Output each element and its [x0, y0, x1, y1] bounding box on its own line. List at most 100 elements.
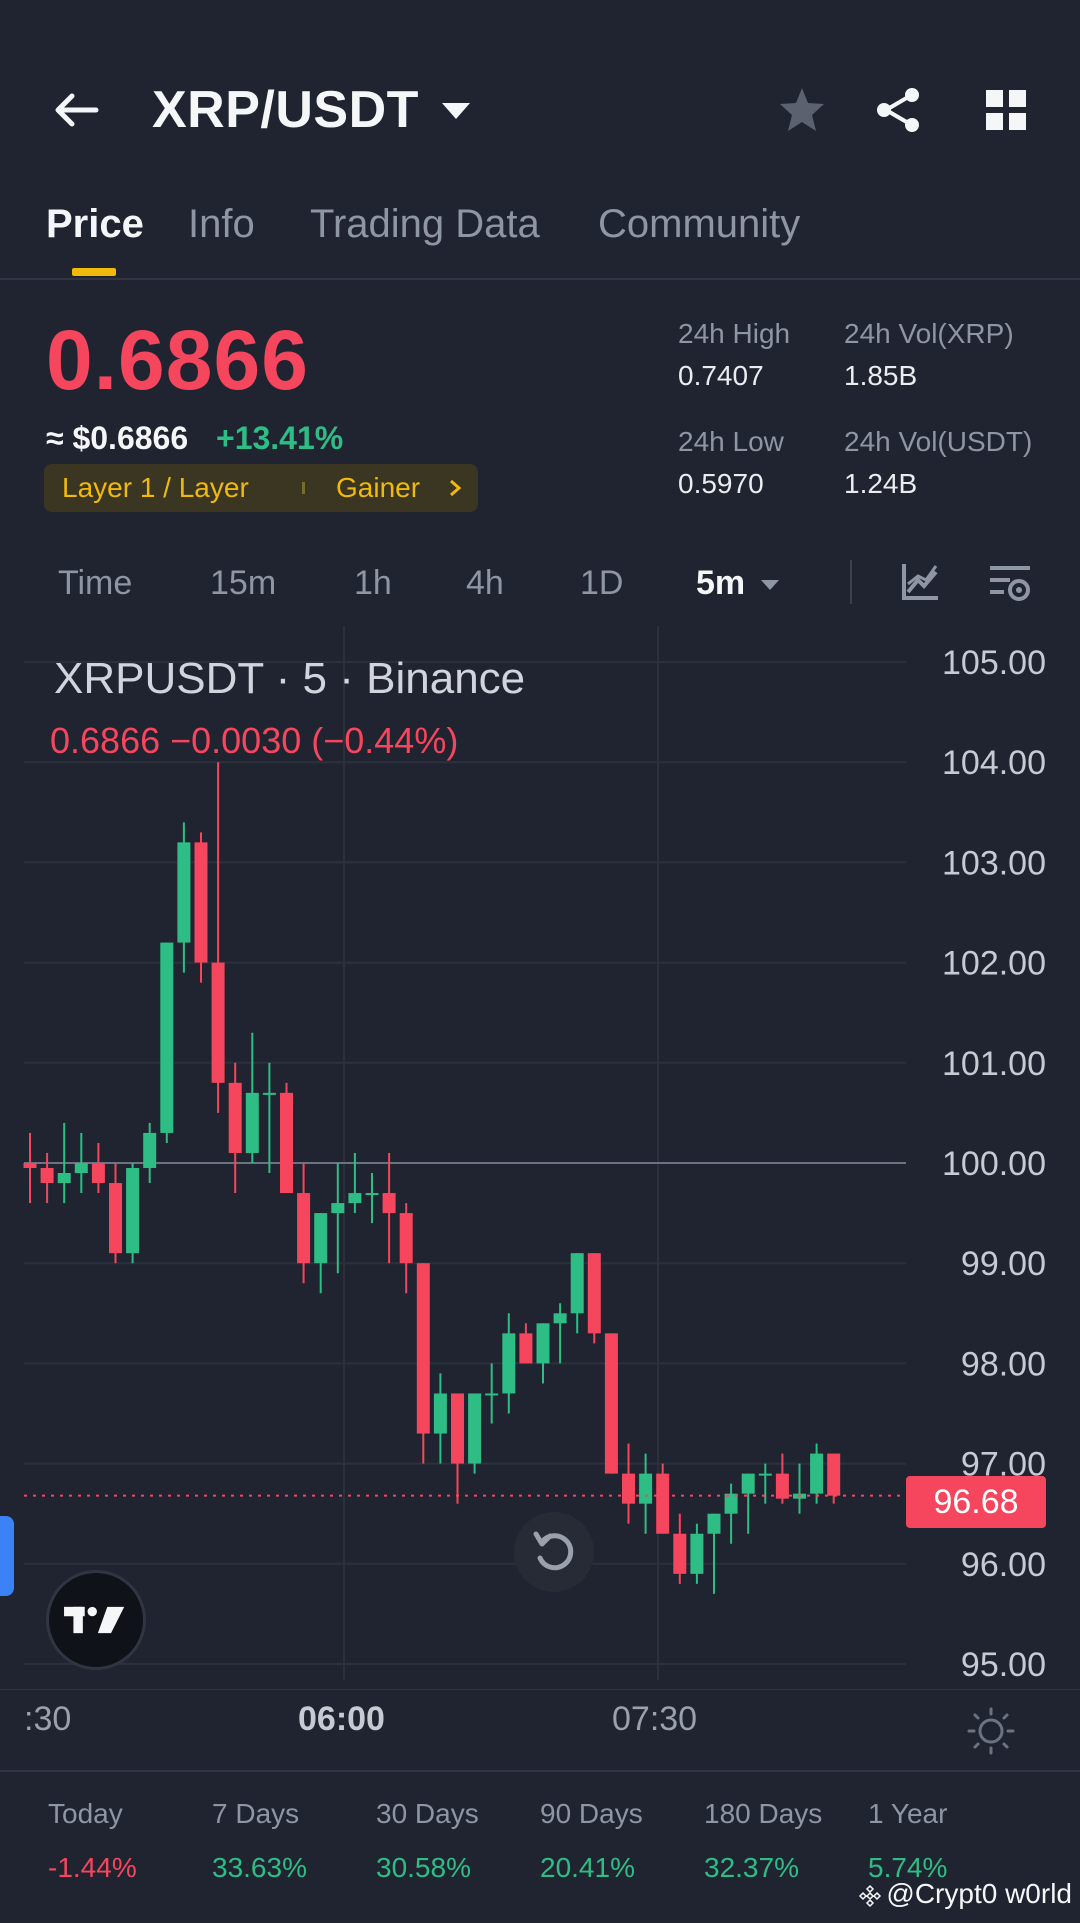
candle-body: [656, 1473, 670, 1534]
top-bar: XRP/USDT: [0, 0, 1080, 190]
x-label: 07:30: [612, 1700, 698, 1738]
candle-body: [775, 1473, 789, 1499]
candle-body: [74, 1163, 88, 1174]
grid-icon[interactable]: [980, 84, 1032, 136]
tab-info[interactable]: Info: [188, 202, 255, 246]
candle-body: [485, 1393, 499, 1396]
performance-bar: Today -1.44% 7 Days 33.63% 30 Days 30.58…: [0, 1770, 1080, 1923]
price-usd: ≈ $0.6866: [46, 420, 189, 456]
high-label: 24h High: [678, 318, 791, 349]
perf-1y: 1 Year 5.74%: [868, 1798, 947, 1884]
tag-rank: Gainer: [336, 472, 421, 503]
y-tick-label: 95.00: [961, 1646, 1046, 1684]
tab-trading-data[interactable]: Trading Data: [310, 202, 540, 246]
candle-body: [228, 1082, 242, 1153]
candle-body: [245, 1092, 259, 1153]
perf-90d: 90 Days 20.41%: [540, 1798, 643, 1884]
tag-category: Layer 1 / Layer: [62, 472, 249, 503]
candle-body: [468, 1393, 482, 1464]
perf-label: 90 Days: [540, 1798, 643, 1829]
dropdown-caret-icon[interactable]: [440, 100, 472, 122]
x-label: 06:00: [298, 1700, 385, 1738]
candle-body: [639, 1473, 653, 1504]
interval-1d[interactable]: 1D: [580, 564, 624, 602]
candle-body: [827, 1453, 841, 1496]
tradingview-logo-icon[interactable]: [46, 1570, 146, 1670]
interval-15m[interactable]: 15m: [210, 564, 277, 602]
interval-caret-icon[interactable]: [760, 578, 780, 592]
perf-label: 7 Days: [212, 1798, 300, 1829]
candle-body: [314, 1213, 328, 1264]
perf-30d: 30 Days 30.58%: [376, 1798, 479, 1884]
perf-7d: 7 Days 33.63%: [212, 1798, 307, 1884]
perf-value: 33.63%: [212, 1852, 307, 1883]
perf-label: 180 Days: [704, 1798, 823, 1829]
candle-body: [707, 1513, 721, 1534]
interval-time[interactable]: Time: [58, 564, 133, 602]
tab-price[interactable]: Price: [46, 202, 144, 246]
candle-body: [536, 1323, 550, 1364]
candle-body: [262, 1092, 276, 1095]
y-tick-label: 105.00: [942, 644, 1046, 682]
y-tick-label: 99.00: [961, 1245, 1046, 1283]
candle-body: [587, 1253, 601, 1334]
last-price: 0.6866: [46, 313, 309, 407]
interval-bar: Time 15m 1h 4h 1D 5m: [0, 550, 1080, 620]
interval-1h[interactable]: 1h: [354, 564, 392, 602]
price-change: +13.41%: [216, 420, 344, 456]
candle-body: [91, 1163, 105, 1184]
candle-body: [143, 1132, 157, 1169]
candle-body: [348, 1193, 362, 1204]
perf-value: 20.41%: [540, 1852, 635, 1883]
y-tick-label: 101.00: [942, 1045, 1046, 1083]
perf-today: Today -1.44%: [48, 1798, 137, 1884]
price-chart[interactable]: 105.00 104.00 103.00 102.00 101.00 100.00 99.0…: [0, 626, 1080, 1690]
candle-body: [519, 1333, 533, 1364]
side-drawer-handle[interactable]: [0, 1516, 14, 1596]
low-value: 0.5970: [678, 468, 764, 499]
reset-chart-icon[interactable]: [514, 1512, 594, 1592]
candle-body: [126, 1168, 140, 1254]
candle-body: [741, 1473, 755, 1494]
candle-body: [433, 1393, 447, 1434]
indicator-icon[interactable]: [896, 558, 944, 606]
candle-body: [331, 1203, 345, 1214]
binance-logo-icon: [859, 1884, 882, 1907]
x-label: :30: [24, 1700, 72, 1738]
interval-divider: [850, 560, 852, 604]
perf-180d: 180 Days 32.37%: [704, 1798, 822, 1884]
last-price-tag: 96.68: [906, 1476, 1046, 1528]
candle-body: [40, 1168, 54, 1184]
back-arrow-icon[interactable]: [48, 82, 104, 138]
tag-divider: [302, 482, 305, 494]
candle-body: [451, 1393, 464, 1464]
candle-body: [160, 942, 174, 1133]
candle-body: [382, 1193, 396, 1214]
perf-label: 30 Days: [376, 1798, 479, 1829]
low-label: 24h Low: [678, 426, 784, 457]
vol-usdt-label: 24h Vol(USDT): [844, 426, 1033, 457]
perf-label: 1 Year: [868, 1798, 948, 1829]
interval-4h[interactable]: 4h: [466, 564, 504, 602]
chart-settings-icon[interactable]: [986, 558, 1034, 606]
y-tick-label: 102.00: [942, 945, 1046, 983]
interval-selected[interactable]: 5m: [696, 564, 746, 602]
tab-community[interactable]: Community: [598, 202, 801, 246]
watermark-text: @Crypt0 w0rld: [886, 1878, 1072, 1909]
vol-usdt-value: 1.24B: [844, 468, 918, 499]
star-icon[interactable]: [776, 84, 828, 136]
category-tag[interactable]: Layer 1 / Layer Gainer: [44, 464, 478, 512]
theme-toggle-icon[interactable]: [966, 1706, 1016, 1756]
tab-bar: Price Info Trading Data Community: [0, 190, 1080, 280]
candlestick-chart[interactable]: 105.00 104.00 103.00 102.00 101.00 100.00 99.0…: [0, 626, 1080, 1690]
high-value: 0.7407: [678, 360, 764, 391]
candle-body: [280, 1092, 293, 1194]
candle-body: [365, 1193, 379, 1196]
vol-xrp-label: 24h Vol(XRP): [844, 318, 1014, 349]
share-icon[interactable]: [872, 84, 924, 136]
pair-title[interactable]: XRP/USDT: [152, 81, 419, 139]
candle-body: [23, 1163, 37, 1169]
chart-title: XRPUSDT · 5 · Binance: [54, 654, 526, 703]
candle-body: [177, 842, 191, 943]
y-tick-label: 96.00: [961, 1546, 1046, 1584]
